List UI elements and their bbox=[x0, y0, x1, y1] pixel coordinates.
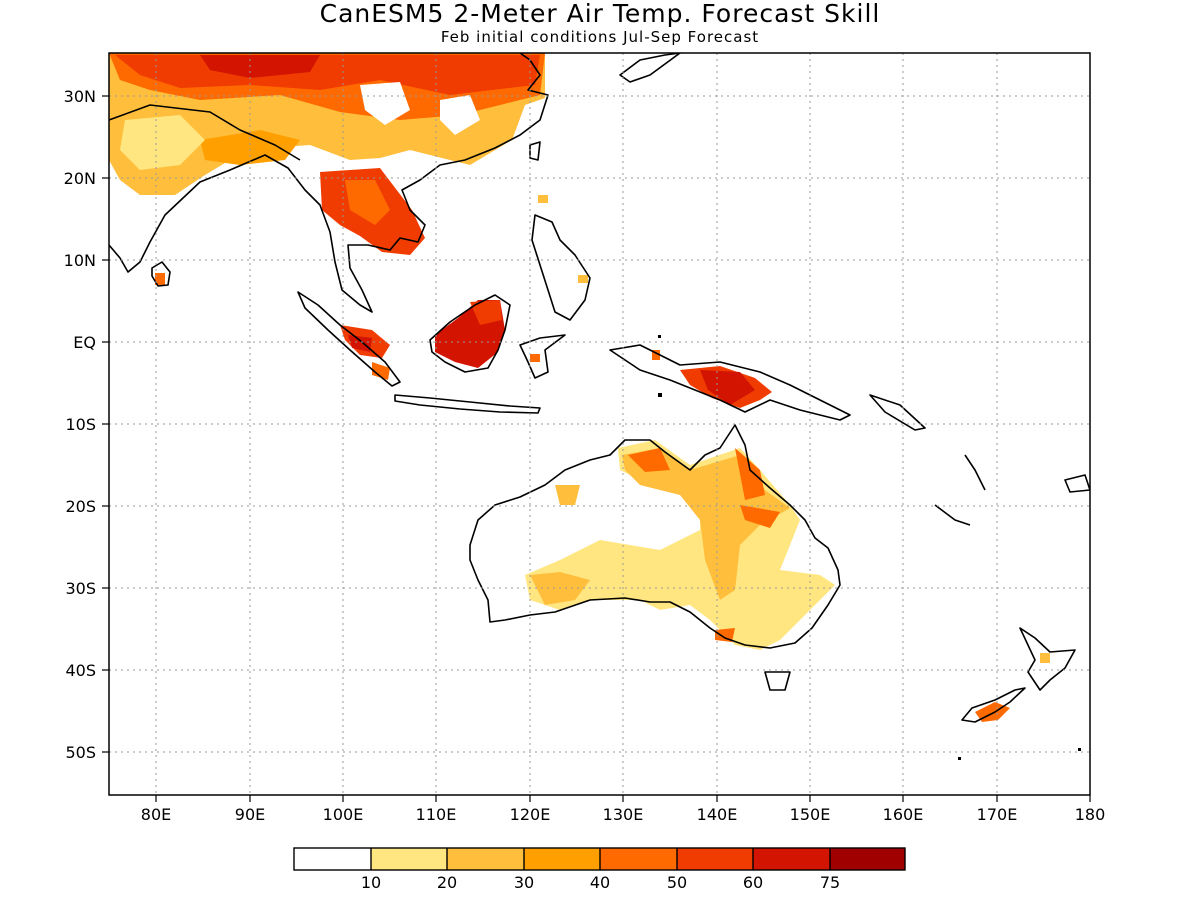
map-panel bbox=[109, 53, 1090, 795]
colorbar-label: 30 bbox=[514, 873, 534, 892]
lon-label: 130E bbox=[603, 805, 644, 824]
axis-ticks bbox=[102, 95, 1091, 802]
colorbar-swatch bbox=[447, 848, 524, 870]
colorbar-swatch bbox=[677, 848, 753, 870]
colorbar-swatch bbox=[753, 848, 830, 870]
colorbar-label: 75 bbox=[820, 873, 840, 892]
colorbar-label: 20 bbox=[437, 873, 457, 892]
lon-label: 180 bbox=[1075, 805, 1106, 824]
lon-label: 100E bbox=[323, 805, 364, 824]
colorbar-swatch bbox=[600, 848, 677, 870]
lon-label: 170E bbox=[977, 805, 1018, 824]
lat-label: 10N bbox=[64, 251, 96, 270]
lon-label: 150E bbox=[790, 805, 831, 824]
longitude-labels: 80E 90E 100E 110E 120E 130E 140E 150E 16… bbox=[141, 805, 1106, 824]
map-frame bbox=[108, 52, 1091, 796]
lon-label: 90E bbox=[235, 805, 265, 824]
lat-label: 40S bbox=[65, 661, 96, 680]
colorbar-swatch bbox=[524, 848, 600, 870]
lon-label: 120E bbox=[510, 805, 551, 824]
lat-label: EQ bbox=[73, 333, 96, 352]
lat-label: 30S bbox=[65, 579, 96, 598]
colorbar: 10 20 30 40 50 60 75 bbox=[293, 847, 906, 892]
colorbar-label: 10 bbox=[361, 873, 381, 892]
lat-label: 30N bbox=[64, 87, 96, 106]
colorbar-label: 60 bbox=[743, 873, 763, 892]
latitude-labels: 30N 20N 10N EQ 10S 20S 30S 40S 50S bbox=[64, 87, 96, 762]
lon-label: 80E bbox=[141, 805, 171, 824]
coastlines bbox=[109, 53, 1090, 723]
colorbar-label: 40 bbox=[590, 873, 610, 892]
lat-label: 20S bbox=[65, 497, 96, 516]
lat-label: 20N bbox=[64, 169, 96, 188]
lat-label: 10S bbox=[65, 415, 96, 434]
lat-label: 50S bbox=[65, 743, 96, 762]
colorbar-label: 50 bbox=[667, 873, 687, 892]
lon-label: 160E bbox=[883, 805, 924, 824]
chart-title: CanESM5 2-Meter Air Temp. Forecast Skill bbox=[319, 0, 881, 28]
colorbar-swatch bbox=[294, 848, 371, 870]
gridlines bbox=[109, 53, 1090, 795]
colorbar-swatch bbox=[830, 848, 905, 870]
skill-shading bbox=[109, 53, 1050, 722]
lon-label: 140E bbox=[697, 805, 738, 824]
colorbar-swatch bbox=[371, 848, 447, 870]
lon-label: 110E bbox=[416, 805, 457, 824]
chart-subtitle: Feb initial conditions Jul-Sep Forecast bbox=[440, 28, 760, 46]
